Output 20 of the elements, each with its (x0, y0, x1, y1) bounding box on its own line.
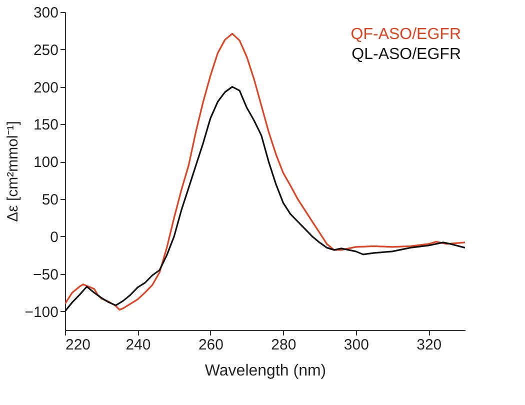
y-tick-label: 50 (42, 192, 58, 209)
y-tick-label: 0 (50, 228, 58, 246)
y-axis-title: Δε [cm²mmol⁻¹] (4, 121, 22, 222)
text: QF-ASO/EGFR (350, 26, 461, 43)
y-tick-label: 100 (33, 154, 58, 172)
x-tick-label: 320 (416, 336, 442, 354)
y-tick-label: 200 (33, 79, 58, 96)
x-tick-label: 220 (66, 336, 91, 354)
text: QL-ASO/EGFR (352, 46, 461, 63)
line-series (65, 86, 465, 312)
y-tick-label: −50 (33, 266, 58, 284)
y-tick-label: 300 (33, 4, 58, 22)
x-axis-title: Wavelength (nm) (204, 362, 326, 380)
x-tick-label: 280 (271, 336, 296, 354)
y-tick-label: 250 (33, 42, 58, 59)
x-tick-label: 260 (198, 336, 224, 354)
y-tick-label: −100 (24, 304, 58, 321)
x-tick-label: 240 (126, 336, 151, 354)
x-tick-label: 300 (344, 336, 369, 354)
y-tick-label: 150 (33, 116, 58, 134)
